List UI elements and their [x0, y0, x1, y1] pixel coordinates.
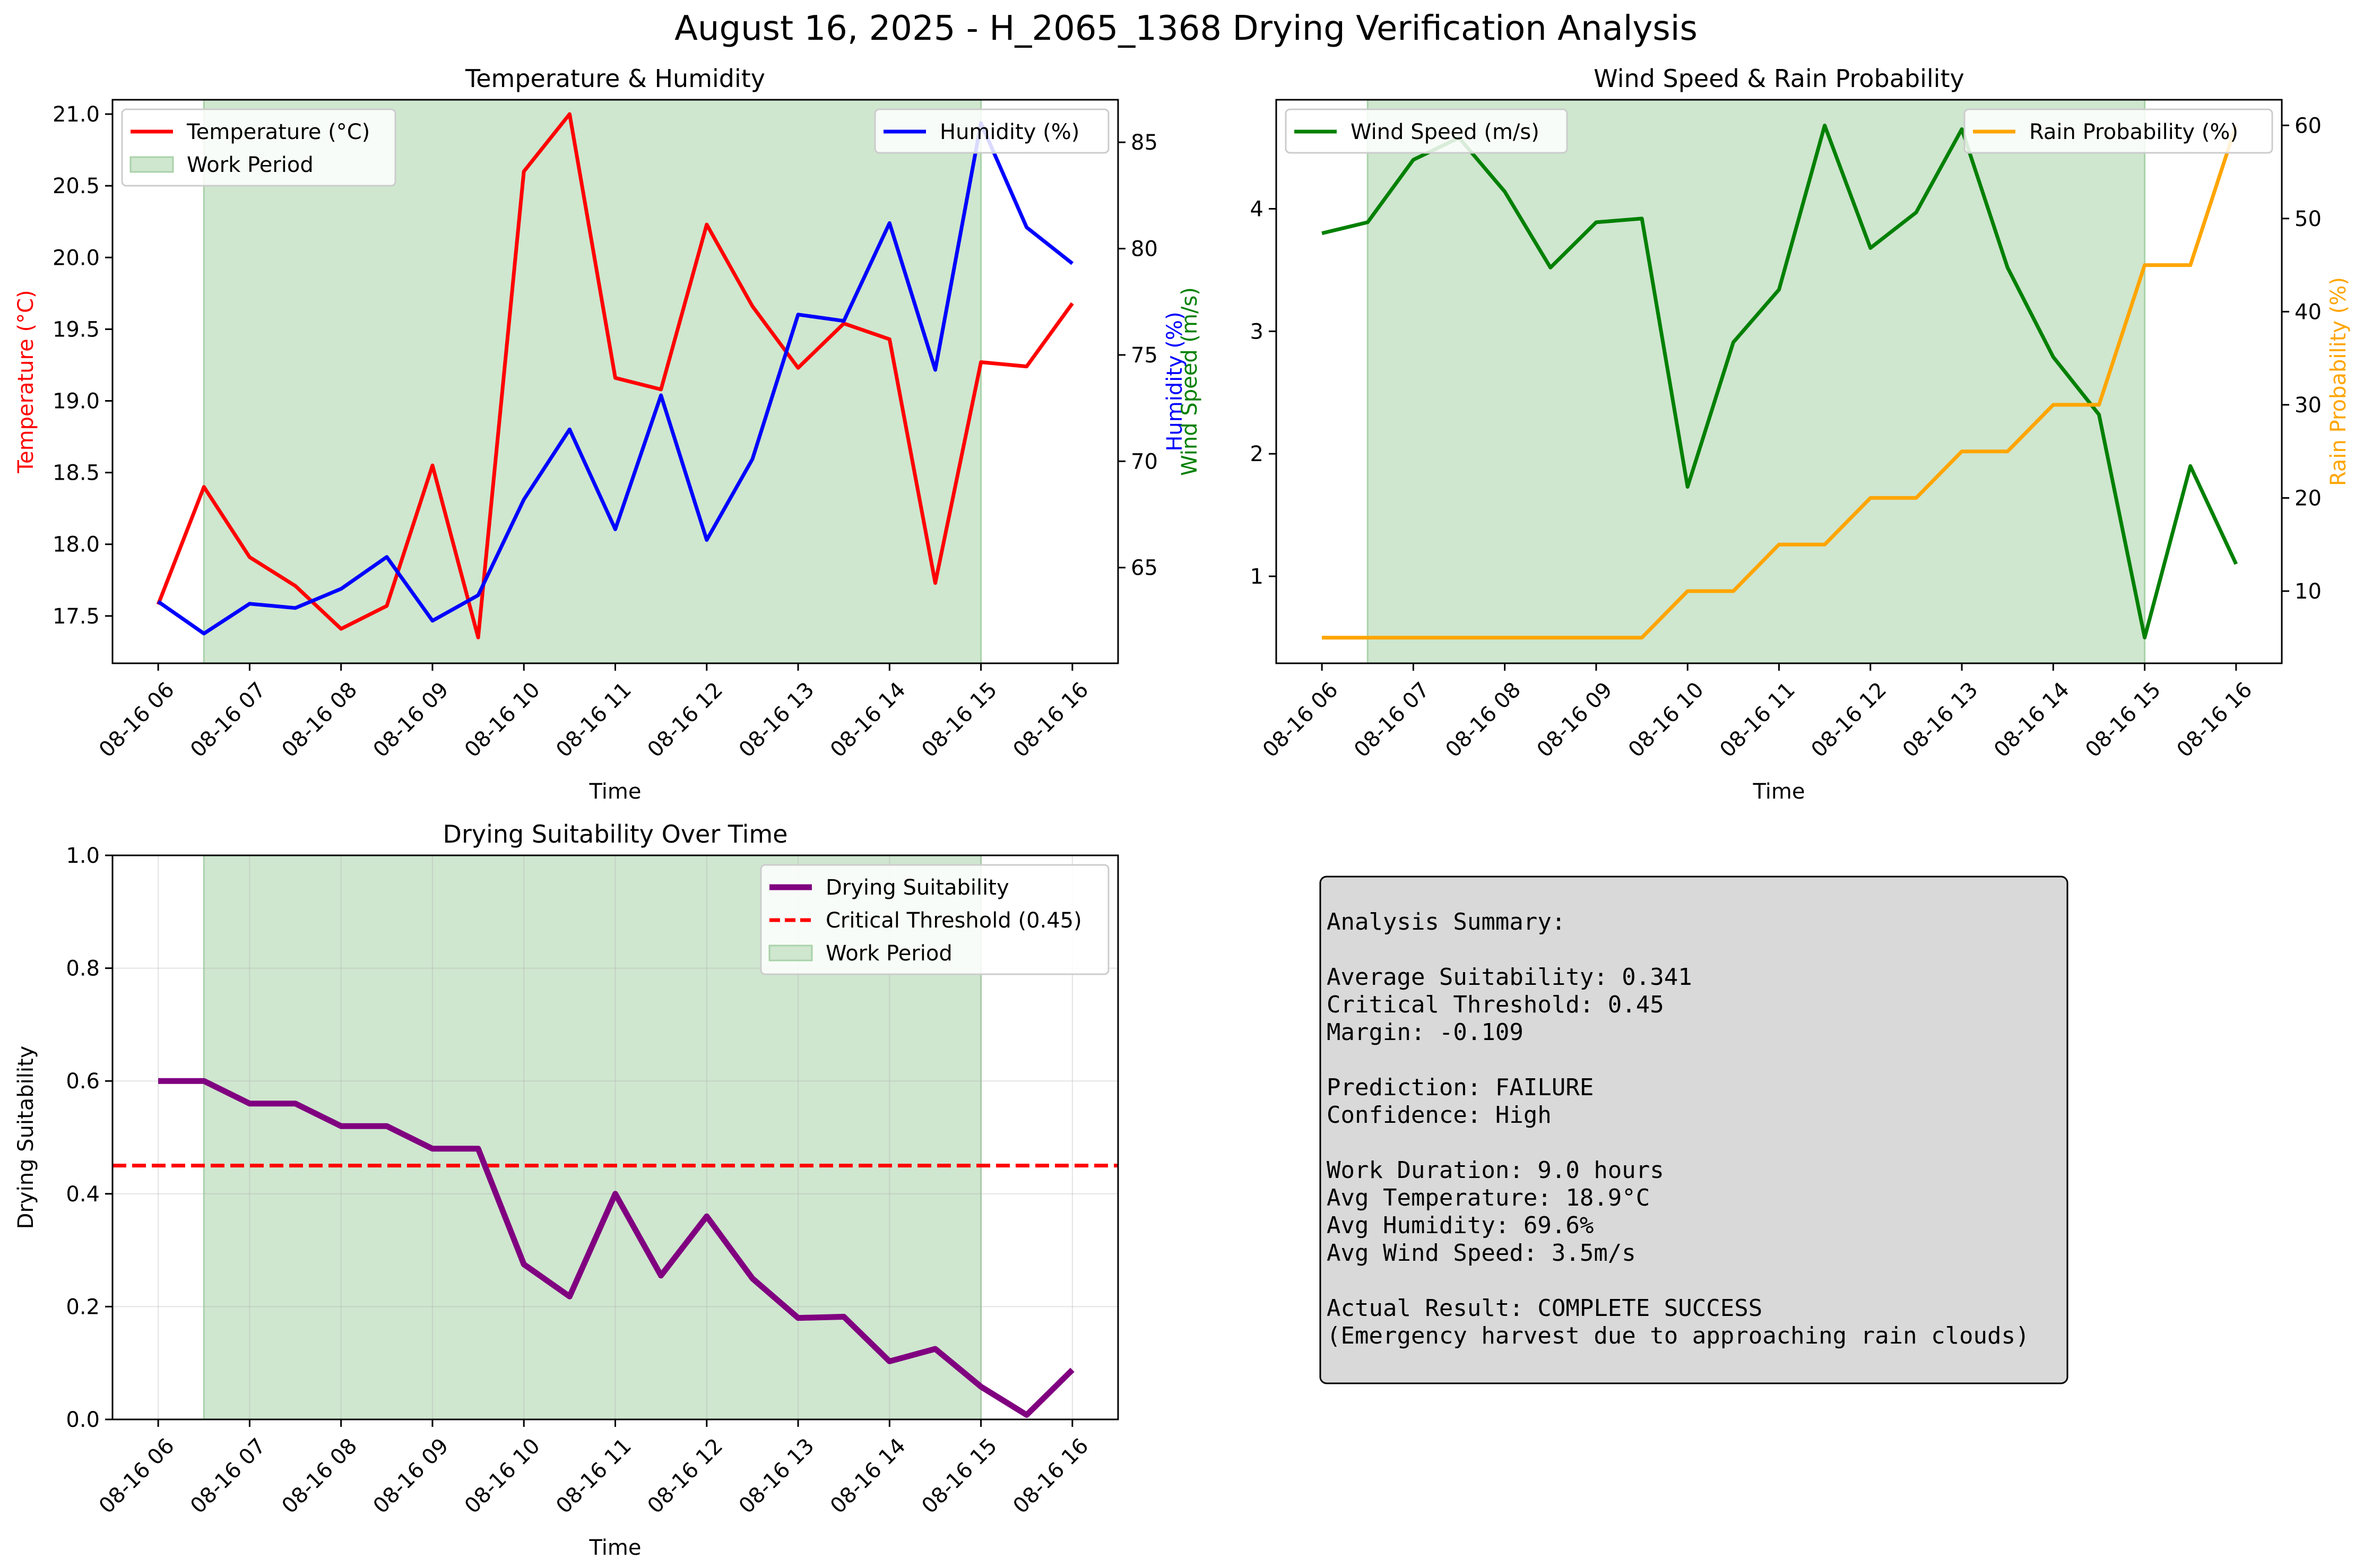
y-tick-label: 20.0 — [53, 246, 100, 270]
summary-box-background — [1319, 876, 2068, 1384]
y-tick-label: 2 — [1250, 442, 1263, 466]
y-tick-label: 18.5 — [53, 461, 100, 486]
summary-line: Avg Temperature: 18.9°C — [1327, 1184, 1650, 1211]
y-right-axis-label: Humidity (%) — [1163, 311, 1187, 451]
legend-swatch-patch — [768, 945, 813, 961]
y-right-tick-label: 10 — [2295, 579, 2322, 604]
analysis-summary-box: Analysis Summary: Average Suitability: 0.… — [1319, 876, 2068, 1384]
series-line-0 — [158, 1078, 1075, 1418]
legend-box — [1285, 108, 1568, 154]
chart-title: Temperature & Humidity — [465, 64, 765, 93]
y-right-axis-label: Rain Probability (%) — [2326, 277, 2351, 486]
legend-label: Humidity (%) — [940, 120, 1079, 144]
summary-line: Avg Humidity: 69.6% — [1327, 1212, 1594, 1239]
y-tick-label: 18.0 — [53, 533, 100, 557]
x-axis-label: Time — [589, 779, 642, 804]
y-right-tick-label: 40 — [2295, 300, 2322, 324]
summary-line: Work Duration: 9.0 hours — [1327, 1157, 1664, 1184]
y-tick-label: 0.6 — [66, 1069, 100, 1094]
y-right-tick-label: 80 — [1131, 237, 1158, 262]
summary-line: Confidence: High — [1327, 1102, 1552, 1129]
y-tick-label: 20.5 — [53, 174, 100, 198]
y-tick-label: 1 — [1250, 565, 1263, 589]
legend-label: Rain Probability (%) — [2029, 120, 2238, 144]
y-tick-label: 0.4 — [66, 1182, 100, 1207]
y-right-tick-label: 20 — [2295, 486, 2322, 510]
legend-label: Work Period — [826, 941, 953, 966]
legend-box — [1963, 108, 2273, 154]
y-right-tick-label: 60 — [2295, 114, 2322, 138]
legend-label: Work Period — [187, 153, 314, 177]
x-axis-label: Time — [589, 1536, 642, 1560]
summary-line: Actual Result: COMPLETE SUCCESS — [1327, 1295, 1762, 1322]
legend-box — [874, 108, 1110, 154]
y-axis-label: Temperature (°C) — [14, 290, 38, 473]
series-line-1 — [157, 121, 1074, 636]
y-right-tick-label: 85 — [1131, 131, 1158, 155]
y-axis-label: Drying Suitability — [14, 1046, 38, 1229]
summary-line: Margin: -0.109 — [1327, 1019, 1523, 1046]
summary-line: Average Suitability: 0.341 — [1327, 964, 1692, 991]
y-tick-label: 21.0 — [53, 102, 100, 127]
y-axis-label: Wind Speed (m/s) — [1178, 287, 1202, 476]
y-tick-label: 4 — [1250, 197, 1263, 221]
summary-line: Critical Threshold: 0.45 — [1327, 991, 1664, 1018]
y-tick-label: 19.0 — [53, 389, 100, 413]
temperature-humidity-chart: 08-16 06 08-16 07 08-16 08 08-16 09 08-16 10… — [14, 64, 1187, 804]
summary-line: Avg Wind Speed: 3.5m/s — [1327, 1240, 1636, 1267]
legend-swatch-patch — [129, 156, 174, 173]
y-tick-label: 0.2 — [66, 1295, 100, 1319]
y-tick-label: 19.5 — [53, 317, 100, 342]
figure-suptitle: August 16, 2025 - H_2065_1368 Drying Ver… — [674, 9, 1698, 48]
legend-label: Critical Threshold (0.45) — [826, 908, 1082, 933]
y-right-tick-label: 50 — [2295, 207, 2322, 231]
y-tick-label: 3 — [1250, 319, 1263, 344]
y-tick-label: 17.5 — [53, 604, 100, 629]
x-axis-label: Time — [1753, 779, 1805, 804]
legend-box — [760, 864, 1110, 975]
summary-line: Prediction: FAILURE — [1327, 1074, 1594, 1101]
series-line-1 — [1322, 125, 2238, 640]
series-line-0 — [1321, 124, 2238, 639]
chart-title: Drying Suitability Over Time — [443, 820, 788, 848]
legend-box — [121, 108, 396, 187]
legend-label: Wind Speed (m/s) — [1351, 120, 1539, 144]
y-right-tick-label: 70 — [1131, 449, 1158, 474]
summary-line: Analysis Summary: — [1327, 908, 1565, 935]
legend-label: Temperature (°C) — [186, 120, 370, 144]
work-period-band — [1366, 99, 2146, 664]
summary-line: (Emergency harvest due to approaching ra… — [1327, 1322, 2030, 1349]
y-tick-label: 0.0 — [66, 1408, 100, 1432]
chart-title: Wind Speed & Rain Probability — [1594, 64, 1964, 93]
y-right-tick-label: 75 — [1131, 343, 1158, 368]
y-tick-label: 0.8 — [66, 957, 100, 981]
y-tick-label: 1.0 — [66, 844, 100, 868]
legend-label: Drying Suitability — [826, 876, 1009, 900]
y-right-tick-label: 65 — [1131, 556, 1158, 581]
y-right-tick-label: 30 — [2295, 393, 2322, 418]
work-period-band — [203, 99, 982, 664]
